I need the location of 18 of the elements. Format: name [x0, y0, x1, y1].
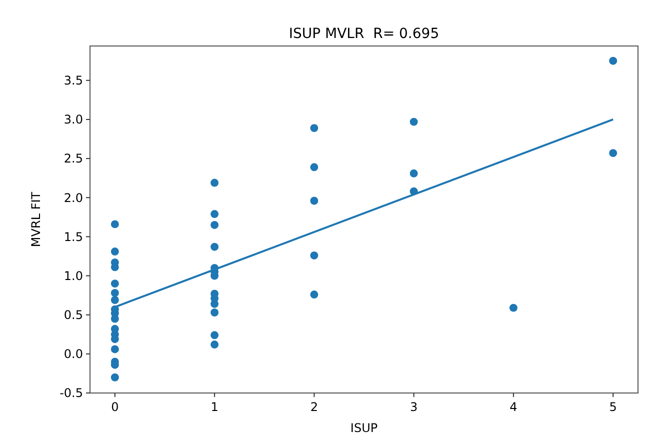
x-tick-label: 5 — [609, 400, 617, 414]
x-tick-label: 0 — [111, 400, 119, 414]
y-tick-label: 1.0 — [64, 268, 83, 283]
chart-title: ISUP MVLR R= 0.695 — [288, 26, 440, 42]
y-axis-title: MVRL FIT — [29, 191, 43, 248]
x-axis-title: ISUP — [350, 421, 378, 435]
y-tick-label: 3.0 — [64, 112, 83, 127]
y-tick-label: 1.5 — [64, 230, 83, 244]
x-tick-label: 1 — [210, 400, 218, 414]
y-tick-label: 0.0 — [64, 347, 83, 362]
y-tick-label: 2.0 — [64, 190, 83, 205]
x-tick-label: 2 — [310, 400, 318, 414]
x-tick-label: 4 — [510, 400, 518, 414]
y-tick-label: 3.5 — [64, 74, 83, 88]
x-tick-label: 3 — [410, 400, 418, 414]
y-tick-label: 2.5 — [64, 152, 83, 166]
y-tick-label: -0.5 — [60, 386, 83, 400]
y-tick-label: 0.5 — [64, 308, 83, 322]
